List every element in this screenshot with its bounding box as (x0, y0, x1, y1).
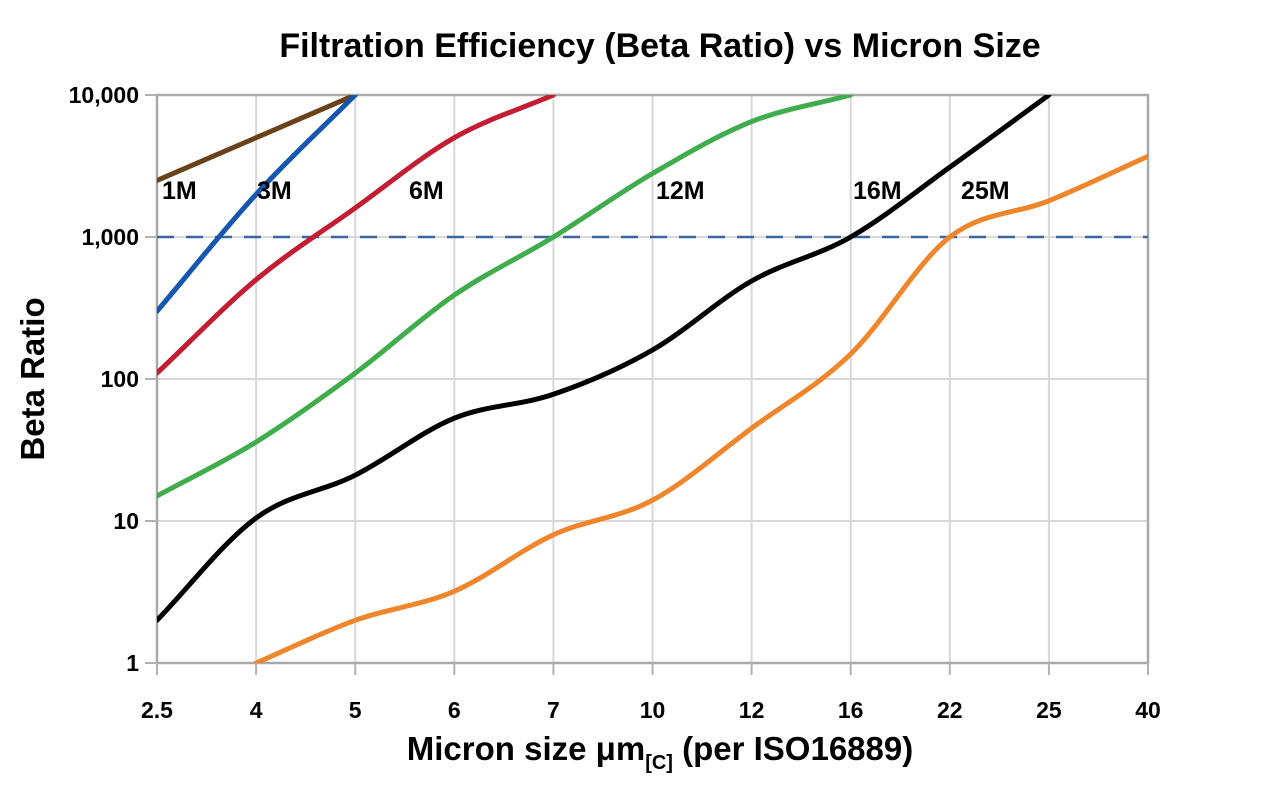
series-label-layer: 1M 3M 6M 12M 16M 25M (162, 177, 1010, 205)
series-line-16M (157, 95, 1052, 623)
chart-title: Filtration Efficiency (Beta Ratio) vs Mi… (279, 27, 1040, 65)
x-axis-title: Micron size μm[C] (per ISO16889) (407, 730, 913, 774)
series-label-16M: 16M (853, 177, 902, 205)
x-tick-label-2.5: 2.5 (141, 697, 173, 723)
x-axis-title-main: Micron size μm (407, 730, 645, 767)
y-tick-label-100: 100 (101, 366, 139, 392)
series-label-12M: 12M (656, 177, 705, 205)
x-tick-label-12: 12 (739, 697, 765, 723)
series-line-1M (157, 95, 358, 183)
x-tick-label-6: 6 (448, 697, 461, 723)
x-axis-title-subscript: [C] (645, 752, 673, 774)
series-line-12M (157, 95, 854, 499)
x-tick-label-4: 4 (250, 697, 263, 723)
y-tick-label-1,000: 1,000 (81, 224, 139, 250)
x-tick-label-10: 10 (640, 697, 666, 723)
x-tick-label-16: 16 (838, 697, 864, 723)
x-tick-label-7: 7 (547, 697, 560, 723)
series-line-25M (253, 153, 1148, 663)
y-axis-title: Beta Ratio (14, 297, 51, 460)
x-tick-label-40: 40 (1135, 697, 1161, 723)
x-tick-label-5: 5 (349, 697, 362, 723)
tick-layer: 2.5 4 5 6 7 10 12 16 22 25 40 1 10 100 1,000 10,000 (69, 82, 1161, 723)
x-tick-label-25: 25 (1036, 697, 1062, 723)
series-label-6M: 6M (409, 177, 444, 205)
series-label-25M: 25M (961, 177, 1010, 205)
series-label-3M: 3M (257, 177, 292, 205)
x-axis-title-rest: (per ISO16889) (673, 730, 913, 767)
series-layer (157, 95, 1148, 663)
series-line-6M (157, 95, 556, 376)
series-label-1M: 1M (162, 177, 197, 205)
series-line-3M (157, 95, 358, 314)
x-tick-label-22: 22 (937, 697, 963, 723)
y-tick-label-10,000: 10,000 (69, 82, 139, 108)
y-tick-label-1: 1 (126, 650, 139, 676)
y-tick-label-10: 10 (113, 508, 139, 534)
